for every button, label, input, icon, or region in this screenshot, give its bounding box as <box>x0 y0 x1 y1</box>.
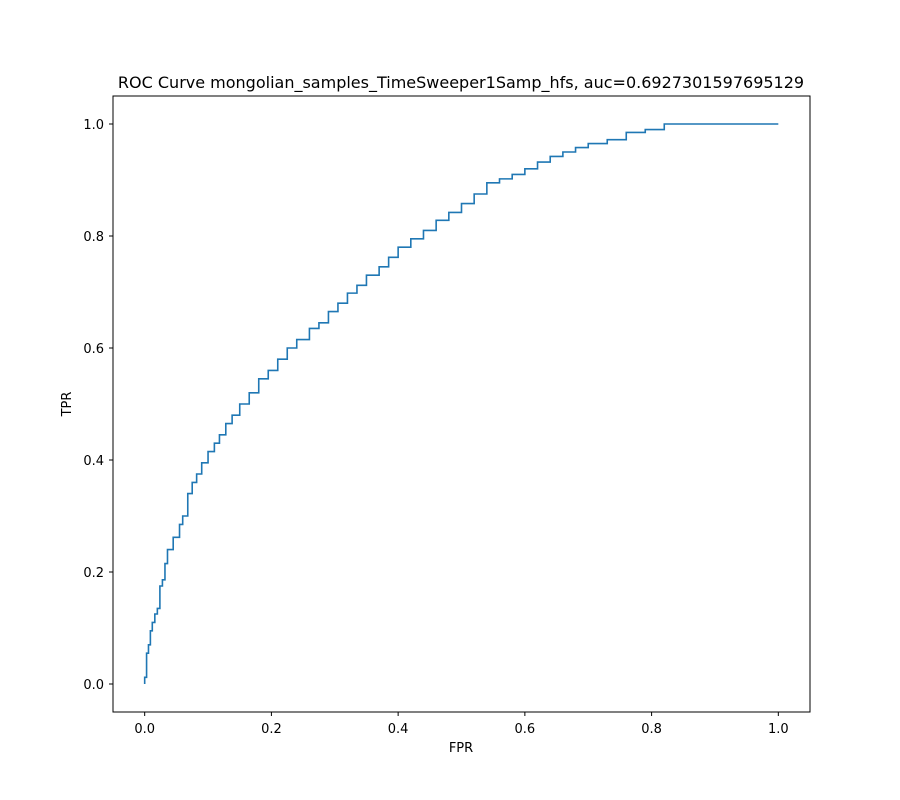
y-axis-label: TPR <box>60 392 75 418</box>
x-tick-label: 0.4 <box>388 722 409 737</box>
plot-area: 0.0 0.2 0.4 0.6 0.8 1.0 0.0 0.2 0.4 0.6 0.8 1.0 <box>83 95 811 737</box>
y-tick-label: 0.8 <box>83 230 104 245</box>
y-tick-label: 0.4 <box>83 454 104 469</box>
x-tick-label: 0.0 <box>134 722 155 737</box>
plot-frame <box>112 95 811 713</box>
y-tick-label: 0.0 <box>83 678 104 693</box>
y-tick-label: 0.6 <box>83 342 104 357</box>
y-tick-label: 0.2 <box>83 566 104 581</box>
roc-curve-line <box>143 123 779 684</box>
x-tick-label: 0.6 <box>515 722 536 737</box>
chart-title: ROC Curve mongolian_samples_TimeSweeper1… <box>118 73 804 93</box>
y-tick-label: 1.0 <box>83 118 104 133</box>
x-tick-label: 0.8 <box>641 722 662 737</box>
x-axis-label: FPR <box>449 741 473 756</box>
x-tick-label: 0.2 <box>261 722 282 737</box>
x-tick-label: 1.0 <box>768 722 789 737</box>
